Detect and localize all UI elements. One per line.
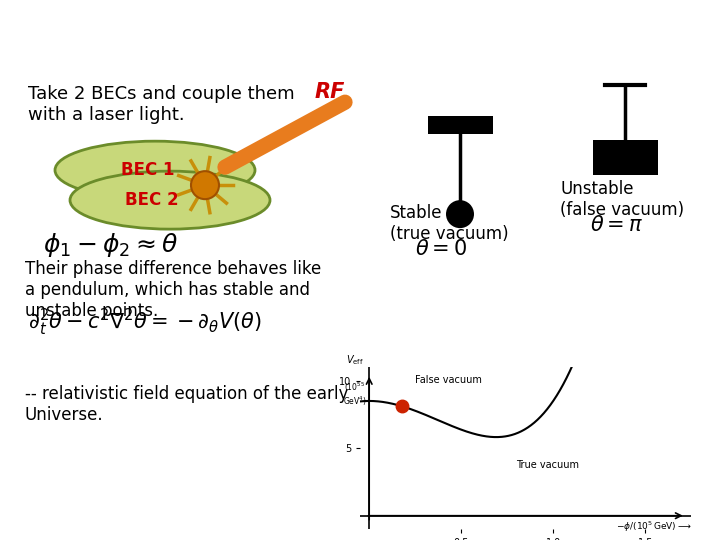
Text: BEC 1: BEC 1 bbox=[121, 161, 175, 179]
Text: Their phase difference behaves like
a pendulum, which has stable and
unstable po: Their phase difference behaves like a pe… bbox=[25, 260, 321, 320]
Ellipse shape bbox=[70, 171, 270, 229]
Text: $\partial_t^2 \theta - c^2 \nabla^2 \theta = -\partial_\theta V(\theta)$: $\partial_t^2 \theta - c^2 \nabla^2 \the… bbox=[28, 307, 262, 338]
Text: $\theta = 0$: $\theta = 0$ bbox=[415, 239, 467, 259]
Text: False vacuum: False vacuum bbox=[415, 375, 482, 386]
Text: Unstable
(false vacuum): Unstable (false vacuum) bbox=[560, 180, 684, 219]
Text: -- relativistic field equation of the early
Universe.: -- relativistic field equation of the ea… bbox=[25, 385, 348, 424]
Text: $V_{\rm eff}$: $V_{\rm eff}$ bbox=[346, 353, 364, 367]
Ellipse shape bbox=[55, 141, 255, 199]
Bar bbox=[428, 116, 493, 134]
Bar bbox=[593, 140, 658, 175]
Text: BEC 2: BEC 2 bbox=[125, 191, 179, 209]
Text: $(10^{55}$: $(10^{55}$ bbox=[344, 381, 365, 394]
Text: $\theta = \pi$: $\theta = \pi$ bbox=[590, 215, 643, 235]
Circle shape bbox=[446, 200, 474, 228]
Text: True vacuum: True vacuum bbox=[516, 461, 580, 470]
Circle shape bbox=[191, 171, 219, 199]
Text: ${\rm GeV}^4)$: ${\rm GeV}^4)$ bbox=[343, 394, 366, 408]
Text: Modeling unstable quantum vacuum: Modeling unstable quantum vacuum bbox=[11, 16, 720, 54]
Text: Stable
(true vacuum): Stable (true vacuum) bbox=[390, 204, 508, 243]
Text: RF: RF bbox=[315, 82, 345, 102]
Text: $-\phi/(10^5\,{\rm GeV})\longrightarrow$: $-\phi/(10^5\,{\rm GeV})\longrightarrow$ bbox=[616, 519, 691, 534]
Text: $\phi_1 - \phi_2 \approx \theta$: $\phi_1 - \phi_2 \approx \theta$ bbox=[42, 231, 177, 259]
Text: Take 2 BECs and couple them
with a laser light.: Take 2 BECs and couple them with a laser… bbox=[28, 85, 294, 124]
